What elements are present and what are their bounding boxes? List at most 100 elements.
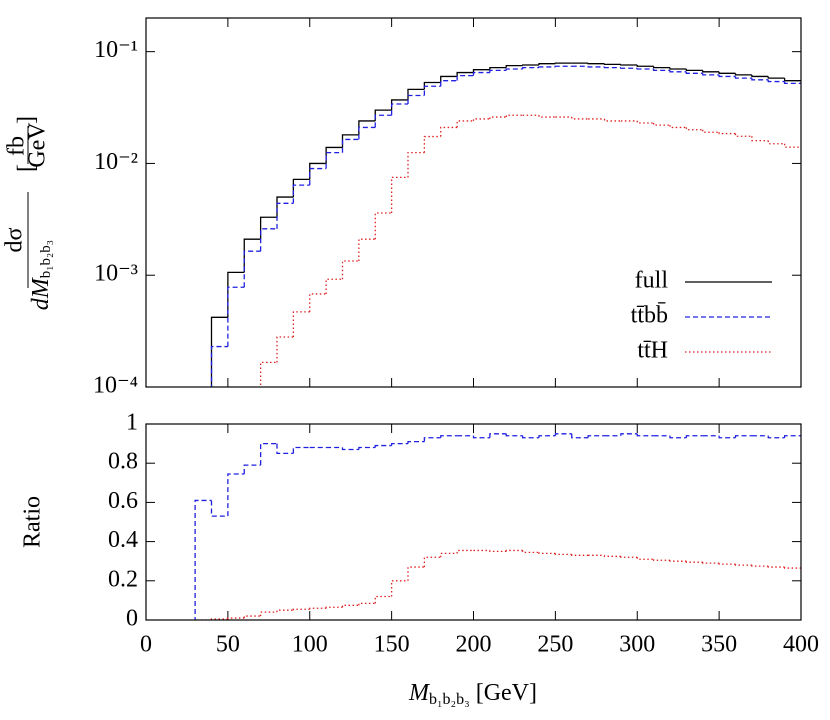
step-bin [440, 552, 458, 558]
step-bin [767, 566, 785, 568]
legend-label: tt̄bb̄ [631, 302, 668, 328]
step-bin [571, 554, 589, 556]
step-bin [194, 619, 212, 620]
step-bin [276, 196, 294, 218]
step-bin [636, 433, 654, 437]
step-bin [603, 66, 621, 69]
step-bin [734, 73, 752, 76]
step-bin [440, 435, 458, 438]
step-bin [472, 118, 490, 121]
step-bin [407, 94, 425, 105]
step-bin [685, 561, 703, 563]
step-bin [243, 238, 261, 273]
x-axis-label: Mb₁b₂b₃ [GeV] [408, 680, 537, 708]
step-bin [521, 64, 539, 66]
step-bin [325, 278, 343, 294]
step-bin [407, 88, 425, 100]
step-bin [702, 73, 720, 76]
step-bin [276, 336, 294, 363]
step-bin [440, 126, 458, 137]
y-tick-label: 10⁻¹ [94, 37, 138, 63]
step-bin [390, 99, 408, 111]
step-bin [227, 473, 245, 517]
step-bin [243, 615, 261, 619]
step-bin [489, 550, 507, 553]
step-bin [587, 63, 605, 65]
step-bin [718, 563, 736, 565]
step-bin [259, 611, 277, 617]
plot-area [195, 62, 801, 437]
step-bin [194, 499, 212, 620]
y-tick-label: 10⁻³ [94, 261, 138, 287]
xlabel-symbol: M [408, 680, 431, 706]
y-tick-label: 10⁻² [94, 149, 138, 175]
step-bin [374, 114, 392, 128]
x-tick-label: 350 [701, 632, 737, 658]
step-bin [620, 433, 638, 436]
step-bin [751, 74, 769, 78]
step-bin [538, 115, 556, 118]
step-bin [669, 435, 687, 439]
step-bin [472, 435, 490, 439]
step-bin [783, 81, 801, 85]
step-bin [325, 151, 343, 169]
step-bin [636, 64, 654, 67]
step-bin [210, 345, 228, 387]
step-bin [669, 67, 687, 70]
y-tick-label: 10⁻⁴ [93, 373, 138, 399]
step-bin [227, 271, 245, 318]
x-tick-label: 100 [292, 632, 328, 658]
step-bin [505, 68, 523, 71]
step-bin [243, 250, 261, 288]
x-tick-label: 150 [374, 632, 410, 658]
step-bin [259, 361, 277, 387]
step-bin [358, 126, 376, 140]
step-bin [341, 604, 359, 608]
step-bin [505, 64, 523, 68]
step-bin [423, 556, 441, 568]
step-bin [276, 609, 294, 613]
step-bin [259, 228, 277, 252]
step-bin [210, 316, 228, 387]
step-bin [521, 66, 539, 69]
ylabel-numerator: dσ [2, 227, 28, 252]
step-bin [636, 68, 654, 70]
step-bin [407, 151, 425, 178]
step-bin [587, 66, 605, 68]
step-bin [718, 132, 736, 135]
step-bin [423, 85, 441, 96]
frame [145, 423, 802, 621]
step-bin [734, 133, 752, 137]
step-bin [538, 552, 556, 555]
step-bin [702, 129, 720, 133]
y-tick-label: 0.8 [108, 449, 138, 475]
step-bin [325, 606, 343, 609]
step-bin [489, 433, 507, 438]
step-bin [276, 443, 294, 455]
x-tick-label: 300 [619, 632, 655, 658]
step-bin [227, 617, 245, 620]
step-bin [734, 76, 752, 79]
step-bin [636, 557, 654, 560]
step-bin [374, 212, 392, 240]
step-bin [620, 64, 638, 66]
y-tick-label: 0.6 [108, 488, 138, 514]
step-bin [472, 69, 490, 73]
step-bin [538, 435, 556, 438]
step-bin [309, 607, 327, 610]
step-bin [195, 398, 211, 437]
step-bin [456, 74, 474, 81]
y-tick-label: 1 [126, 410, 138, 436]
step-bin [292, 311, 310, 338]
bracket-close: ] [14, 116, 40, 124]
step-bin [292, 178, 310, 198]
step-bin [456, 549, 474, 554]
step-bin [734, 435, 752, 438]
step-bin [341, 138, 359, 153]
step-bin [390, 580, 408, 597]
step-bin [783, 435, 801, 438]
step-bin [292, 184, 310, 204]
step-bin [718, 71, 736, 74]
step-bin [685, 71, 703, 74]
